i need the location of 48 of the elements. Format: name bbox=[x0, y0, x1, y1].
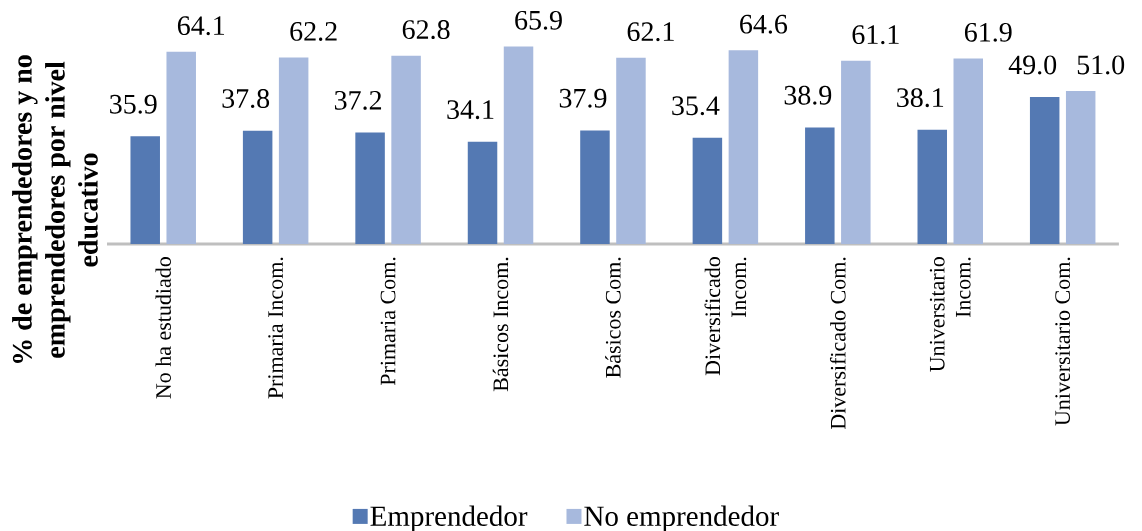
bar bbox=[616, 57, 646, 244]
bar bbox=[917, 129, 947, 244]
data-label: 35.4 bbox=[672, 96, 720, 116]
bar bbox=[278, 57, 309, 244]
x-tick-label: Diversificado Incom. bbox=[704, 257, 747, 376]
x-tick-label: Básicos Incom. bbox=[492, 257, 509, 392]
data-label: 37.2 bbox=[334, 90, 382, 110]
data-label: 49.0 bbox=[1008, 55, 1057, 75]
data-label: 37.9 bbox=[559, 88, 607, 108]
x-tick-label: Primaria Com. bbox=[380, 257, 396, 386]
bar bbox=[503, 46, 534, 244]
x-tick-label: Primaria Incom. bbox=[268, 257, 284, 399]
data-label: 62.2 bbox=[290, 21, 337, 41]
x-tick-label: Básicos Com. bbox=[605, 257, 621, 378]
data-label: 64.6 bbox=[740, 14, 788, 34]
bar bbox=[166, 51, 196, 244]
data-label: 38.9 bbox=[784, 85, 832, 105]
bar bbox=[728, 50, 759, 244]
bar bbox=[692, 137, 723, 244]
data-label: 65.9 bbox=[515, 10, 562, 30]
bar bbox=[355, 132, 385, 244]
x-tick-label: Diversificado Com. bbox=[829, 257, 846, 430]
bar bbox=[1029, 97, 1060, 244]
data-label: 61.1 bbox=[852, 25, 899, 45]
bar bbox=[580, 130, 610, 244]
legend-label: Emprendedor bbox=[370, 505, 528, 531]
bar bbox=[391, 55, 421, 244]
x-tick-label: No ha estudiado bbox=[155, 257, 171, 399]
y-axis-title: % de emprendedores y no emprendedores por nivel educativo bbox=[12, 55, 98, 363]
x-tick-label: Universitario Incom. bbox=[929, 257, 971, 372]
data-label: 61.9 bbox=[964, 22, 1012, 42]
data-label: 37.8 bbox=[222, 89, 270, 109]
bar bbox=[841, 60, 871, 244]
bar bbox=[953, 58, 983, 244]
data-label: 34.1 bbox=[447, 100, 494, 120]
legend-label: No emprendedor bbox=[584, 505, 779, 531]
data-label: 62.8 bbox=[402, 20, 450, 40]
bar bbox=[1065, 91, 1096, 244]
x-tick-label: Universitario Com. bbox=[1055, 257, 1071, 426]
bar bbox=[805, 127, 835, 244]
data-label: 64.1 bbox=[177, 16, 225, 36]
bar bbox=[242, 130, 273, 244]
data-label: 51.0 bbox=[1077, 55, 1125, 75]
data-label: 62.1 bbox=[627, 22, 674, 42]
data-label: 38.1 bbox=[897, 88, 944, 108]
bar bbox=[130, 136, 160, 244]
data-label: 35.9 bbox=[110, 94, 157, 114]
bar bbox=[467, 141, 498, 244]
